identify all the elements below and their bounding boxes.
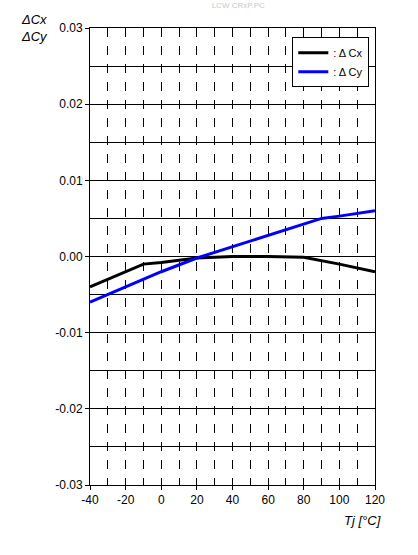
svg-text:Tj [°C]: Tj [°C]	[344, 513, 381, 528]
svg-text:100: 100	[329, 493, 349, 507]
svg-text:60: 60	[261, 493, 275, 507]
svg-text:0: 0	[158, 493, 165, 507]
svg-text:: Δ Cy: : Δ Cy	[333, 66, 362, 78]
svg-text:LCW CRxP.PC: LCW CRxP.PC	[212, 1, 265, 10]
svg-text:-0.03: -0.03	[55, 478, 83, 492]
svg-text:-0.01: -0.01	[55, 326, 83, 340]
svg-text:0.00: 0.00	[59, 250, 83, 264]
svg-text:-0.02: -0.02	[55, 402, 83, 416]
svg-text:ΔCxΔCy: ΔCxΔCy	[21, 12, 48, 44]
svg-text:80: 80	[297, 493, 311, 507]
svg-text:40: 40	[226, 493, 240, 507]
svg-text:-20: -20	[117, 493, 135, 507]
svg-text:20: 20	[190, 493, 204, 507]
svg-text:: Δ Cx: : Δ Cx	[333, 47, 362, 59]
svg-text:0.02: 0.02	[59, 97, 83, 111]
svg-text:0.03: 0.03	[59, 21, 83, 35]
svg-text:120: 120	[365, 493, 385, 507]
svg-text:0.01: 0.01	[59, 174, 83, 188]
svg-text:-40: -40	[81, 493, 99, 507]
